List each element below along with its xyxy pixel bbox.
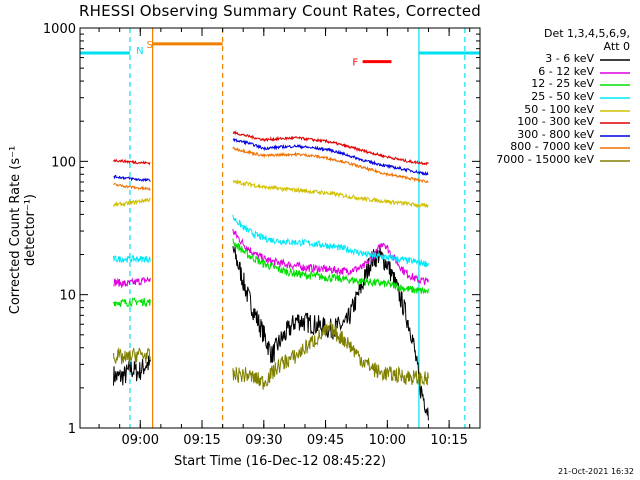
x-tick-label: 10:00 — [369, 433, 406, 448]
plot-frame — [79, 27, 481, 429]
legend-swatch — [600, 135, 630, 137]
series-25-50-kev-orbit-2 — [232, 214, 429, 268]
x-tick-label: 09:15 — [183, 433, 220, 448]
series-100-300-kev-orbit-1 — [113, 158, 151, 166]
legend-entry-label: 6 - 12 keV — [538, 64, 594, 78]
x-tick-label: 09:00 — [122, 433, 159, 448]
legend-entry-label: 7000 - 15000 keV — [496, 152, 594, 166]
legend-swatch — [600, 109, 630, 112]
y-tick-label: 1000 — [43, 22, 76, 37]
axes-layer: 1 10 100 1000 09:00 09:15 09:30 09:45 10:00 10:15 — [43, 22, 481, 448]
legend-entry: 6 - 12 keV — [484, 64, 634, 79]
legend-swatch — [600, 160, 630, 162]
x-axis-title: Start Time (16-Dec-12 08:45:22) — [173, 454, 387, 469]
y-tick-label: 100 — [51, 155, 76, 170]
series-800-7000-kev-orbit-2 — [232, 146, 429, 184]
legend-entry-label: 300 - 800 keV — [517, 127, 594, 141]
legend-swatch — [600, 147, 630, 150]
timestamp: 21-Oct-2021 16:32 — [558, 467, 634, 476]
legend-swatch — [600, 122, 630, 124]
legend-entry-label: 12 - 25 keV — [531, 77, 594, 91]
y-tick-label: 1 — [68, 422, 76, 437]
series-25-50-kev-orbit-1 — [113, 255, 151, 264]
x-tick-label: 09:30 — [245, 433, 282, 448]
series-6-12-kev-orbit-2 — [232, 228, 429, 286]
series-100-300-kev-orbit-2 — [232, 130, 429, 166]
flag-layer: SN F — [80, 28, 480, 428]
legend-entry-label: 100 - 300 keV — [517, 115, 594, 129]
series-12-25-kev-orbit-1 — [113, 297, 151, 308]
series-800-7000-kev-orbit-1 — [113, 183, 151, 191]
legend-entry: 25 - 50 keV — [484, 89, 634, 104]
legend-entry: 300 - 800 keV — [484, 127, 634, 142]
y-tick-label: 10 — [59, 289, 76, 304]
legend-swatch — [600, 72, 630, 74]
series-7000-15000-kev-orbit-2 — [232, 321, 429, 390]
legend-entry-label: 25 - 50 keV — [531, 89, 594, 103]
x-tick-label: 10:15 — [430, 433, 467, 448]
legend: Det 1,3,4,5,6,9, Att 0 3 - 6 keV 6 - 12 k… — [484, 27, 634, 167]
legend-entry: 12 - 25 keV — [484, 78, 634, 91]
legend-entry: 100 - 300 keV — [484, 116, 634, 129]
series-3-6-kev-orbit-1 — [113, 355, 151, 386]
legend-entry-label: 3 - 6 keV — [545, 52, 594, 66]
legend-entry: 3 - 6 keV — [484, 53, 634, 66]
series-layer — [113, 130, 429, 421]
legend-entry: 800 - 7000 keV — [484, 141, 634, 154]
legend-swatch — [600, 59, 630, 61]
legend-entry: 50 - 100 keV — [484, 102, 634, 117]
saa-flag-label: S — [146, 40, 152, 51]
series-50-100-kev-orbit-2 — [232, 178, 429, 209]
series-6-12-kev-orbit-1 — [113, 276, 151, 289]
legend-entry-label: 800 - 7000 keV — [510, 140, 594, 154]
legend-swatch — [600, 97, 630, 99]
series-300-800-kev-orbit-2 — [232, 137, 429, 176]
flare-flag-label: F — [352, 58, 358, 69]
legend-entry-label: 50 - 100 keV — [524, 102, 594, 116]
series-50-100-kev-orbit-1 — [113, 197, 151, 208]
series-300-800-kev-orbit-1 — [113, 174, 151, 183]
y-axis-title: Corrected Count Rate (s⁻¹ detector⁻¹) — [8, 145, 38, 315]
night-flag-label: N — [136, 46, 143, 57]
series-7000-15000-kev-orbit-1 — [113, 347, 151, 365]
legend-header-detectors: Det 1,3,4,5,6,9, — [543, 27, 630, 40]
legend-entry: 7000 - 15000 keV — [484, 152, 634, 167]
chart-title: RHESSI Observing Summary Count Rates, Co… — [78, 2, 481, 20]
x-tick-label: 09:45 — [307, 433, 344, 448]
series-3-6-kev-orbit-2 — [232, 245, 429, 421]
series-12-25-kev-orbit-2 — [232, 238, 429, 295]
legend-header-attenuator: Att 0 — [603, 39, 630, 53]
legend-swatch — [600, 84, 630, 87]
legend-entries: 3 - 6 keV 6 - 12 keV 12 - 25 keV 25 - 50 ke… — [484, 53, 634, 166]
